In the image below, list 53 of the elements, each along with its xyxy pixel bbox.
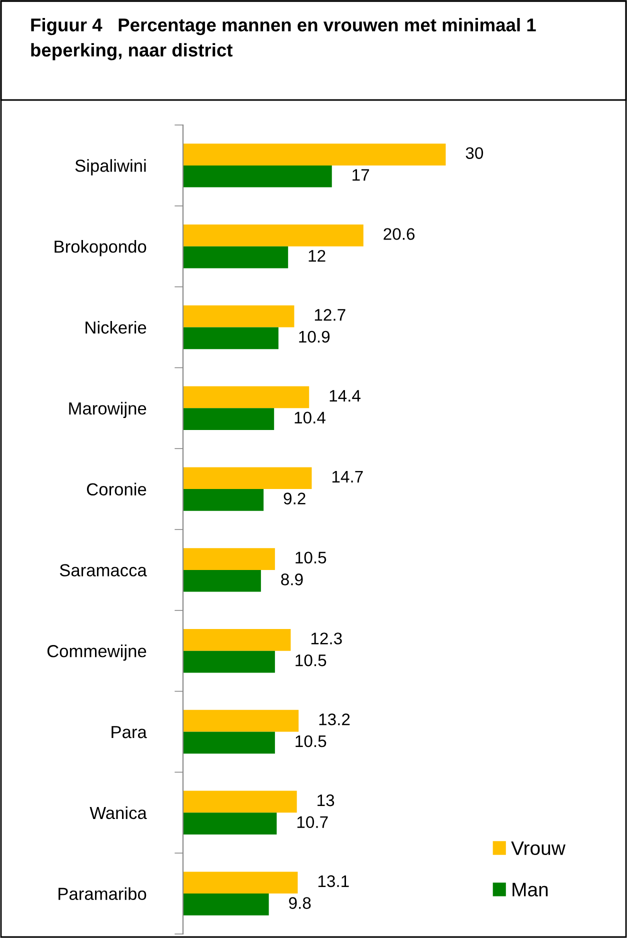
data-label: 9.8	[289, 897, 311, 909]
legend-label: Man	[512, 882, 548, 896]
y-tick-label: Commewijne	[47, 644, 146, 661]
bar	[183, 650, 275, 673]
bar	[183, 872, 298, 894]
bar	[183, 489, 264, 511]
bar	[183, 144, 446, 166]
bar	[183, 570, 261, 592]
data-label: 13.2	[319, 714, 350, 726]
data-label: 30	[466, 147, 484, 159]
bar	[183, 812, 277, 834]
bar	[183, 467, 312, 490]
y-tick-label: Coronie	[86, 482, 146, 496]
y-tick-label: Nickerie	[86, 320, 146, 334]
data-label: 10.9	[299, 330, 330, 343]
chart-title: Figuur 4 Percentage mannen en vrouwen met minimaal 1 beperking, naar district	[31, 18, 536, 60]
y-tick-label: Marowijne	[69, 402, 146, 418]
data-label: 12	[308, 250, 326, 262]
y-tick-label: Brokopondo	[54, 240, 146, 256]
y-tick-label: Saramacca	[60, 564, 147, 576]
data-label: 8.9	[281, 574, 303, 586]
bar	[183, 732, 275, 754]
data-label: 13	[318, 794, 334, 806]
data-label: 12.3	[311, 632, 342, 644]
data-label: 10.5	[296, 654, 326, 666]
y-tick-label: Sipaliwini	[75, 159, 146, 176]
data-label: 10.7	[297, 816, 328, 828]
bar	[183, 790, 297, 813]
data-label: 10.5	[296, 735, 326, 748]
data-label: 17	[352, 169, 370, 181]
data-label: 20.6	[384, 228, 415, 240]
bar	[183, 894, 269, 916]
bar	[183, 629, 291, 651]
legend-label: Vrouw	[511, 841, 566, 856]
data-label: 10.5	[296, 552, 326, 564]
bar	[183, 305, 294, 328]
data-label: 13.1	[318, 875, 349, 888]
data-label: 10.4	[294, 412, 326, 424]
data-label: 14.4	[330, 390, 360, 402]
data-label: 12.7	[314, 309, 346, 321]
data-label: 9.2	[284, 492, 306, 504]
bar	[183, 327, 278, 350]
y-tick-label: Para	[112, 726, 147, 738]
bar	[183, 408, 274, 430]
bar	[183, 710, 299, 732]
bar	[183, 224, 364, 246]
y-tick-label: Paramaribo	[58, 887, 146, 900]
bar	[183, 548, 275, 570]
data-label: 14.7	[332, 470, 363, 482]
y-tick-label: Wanica	[90, 806, 147, 820]
bar	[183, 246, 288, 268]
bar	[183, 386, 310, 408]
bar	[183, 165, 332, 188]
